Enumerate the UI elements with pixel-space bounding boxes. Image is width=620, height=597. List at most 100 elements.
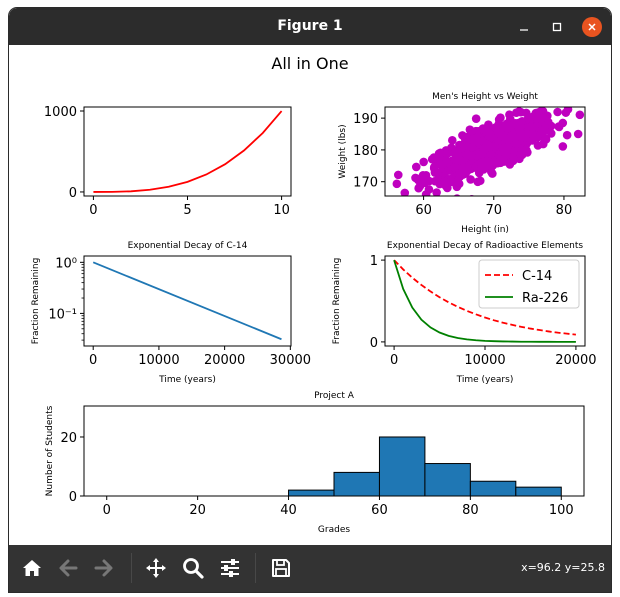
configure-subplots-button[interactable] [217, 555, 243, 581]
pan-button[interactable] [143, 555, 169, 581]
x-tick-label: 0 [89, 203, 97, 218]
maximize-icon [552, 22, 562, 32]
scatter-point [499, 124, 509, 133]
scatter-point [458, 131, 467, 140]
scatter-point [561, 108, 571, 117]
series-line-1 [93, 110, 283, 193]
x-axis-label: Time (years) [456, 375, 514, 385]
x-axis-label: Time (years) [158, 375, 216, 385]
scatter-point [502, 143, 511, 153]
scatter-point [575, 110, 585, 120]
scatter-point [466, 175, 475, 184]
histogram-bar [424, 463, 471, 496]
scatter-point [473, 177, 483, 187]
configure-subplots-icon [221, 559, 239, 577]
x-tick-label: 10000 [464, 353, 505, 368]
y-axis-label: Number of Students [45, 405, 55, 496]
scatter-point [450, 163, 459, 172]
subplot-2: Men's Height vs Weight Height (in) Weight … [338, 92, 597, 235]
plot-area [92, 261, 282, 341]
scatter-point [486, 132, 496, 142]
y-tick-label: 0 [69, 186, 77, 201]
cursor-coordinates: x=96.2 y=25.8 [521, 561, 605, 574]
scatter-point [488, 169, 497, 178]
scatter-point [552, 98, 561, 107]
scatter-point [505, 110, 514, 120]
figure-canvas[interactable]: All in One 0 5 10 0 1000 Men's Height vs Weig… [10, 45, 610, 545]
scatter-point [400, 188, 410, 196]
plot-area [393, 259, 577, 343]
x-tick-label: 0 [390, 353, 398, 368]
x-tick-label: 80 [556, 203, 573, 218]
zoom-icon [183, 558, 204, 579]
series-line-1 [92, 261, 282, 341]
x-tick-label: 60 [415, 203, 432, 218]
zoom-button[interactable] [180, 555, 206, 581]
x-tick-label: 0 [103, 503, 111, 518]
minimize-button[interactable] [514, 17, 534, 37]
y-tick-label: 190 [353, 112, 378, 127]
subplot-3: Exponential Decay of C-14 Time (years) Fra… [31, 241, 311, 385]
legend-label: Ra-226 [522, 291, 568, 306]
navigation-toolbar: x=96.2 y=25.8 [9, 545, 611, 592]
scatter-point [467, 143, 477, 152]
scatter-point [453, 150, 463, 159]
x-tick-label: 100 [549, 503, 574, 518]
y-tick-label: 170 [353, 176, 378, 191]
save-button[interactable] [268, 555, 294, 581]
forward-arrow-icon [94, 559, 113, 577]
axes-frame [83, 405, 585, 497]
subplot-title: Exponential Decay of Radioactive Element… [387, 241, 584, 251]
x-tick-label: 20000 [204, 353, 245, 368]
y-tick-label: 1 [370, 254, 378, 269]
scatter-point [392, 179, 402, 189]
histogram-bar [333, 471, 380, 496]
scatter-point [522, 146, 531, 155]
legend-box [478, 259, 580, 309]
scatter-point [497, 130, 506, 140]
histogram-bar [378, 436, 426, 496]
scatter-point [434, 153, 444, 162]
forward-button[interactable] [91, 555, 117, 581]
back-button[interactable] [55, 555, 81, 581]
y-tick-label: 10⁻¹ [48, 307, 77, 322]
scatter-point [432, 188, 441, 196]
x-axis-label: Grades [318, 525, 350, 535]
y-tick-label: 10⁰ [55, 256, 77, 271]
x-tick-label: 10 [273, 203, 290, 218]
scatter-point [459, 163, 468, 173]
maximize-button[interactable] [547, 17, 567, 37]
window-title: Figure 1 [277, 18, 343, 34]
plot-area [93, 110, 283, 193]
series-line-ra-226 [393, 259, 576, 343]
scatter-point [521, 108, 531, 118]
scatter-point [514, 125, 524, 135]
scatter-point [414, 183, 423, 193]
x-tick-label: 80 [462, 503, 479, 518]
scatter-point [537, 126, 546, 136]
close-icon [588, 23, 596, 31]
series-line-c-14 [393, 259, 577, 336]
scatter-point [529, 112, 538, 121]
home-button[interactable] [19, 555, 45, 581]
scatter-point [448, 177, 457, 187]
scatter-point [447, 136, 457, 145]
minimize-icon [520, 29, 528, 31]
close-button[interactable] [582, 17, 602, 37]
scatter-point [490, 157, 499, 167]
histogram-bar [288, 489, 335, 496]
subplot-4: Exponential Decay of Radioactive Element… [332, 241, 597, 385]
y-tick-label: 180 [353, 144, 378, 159]
histogram-bar [469, 480, 517, 496]
scatter-point [440, 179, 449, 189]
title-bar[interactable]: Figure 1 [9, 8, 611, 45]
y-tick-label: 0 [370, 336, 378, 351]
scatter-point [393, 170, 403, 180]
scatter-point [442, 158, 452, 167]
scatter-point [538, 113, 547, 123]
scatter-point [588, 94, 597, 103]
scatter-point [418, 175, 428, 184]
scatter-point [411, 173, 420, 183]
y-tick-label: 20 [60, 431, 77, 446]
